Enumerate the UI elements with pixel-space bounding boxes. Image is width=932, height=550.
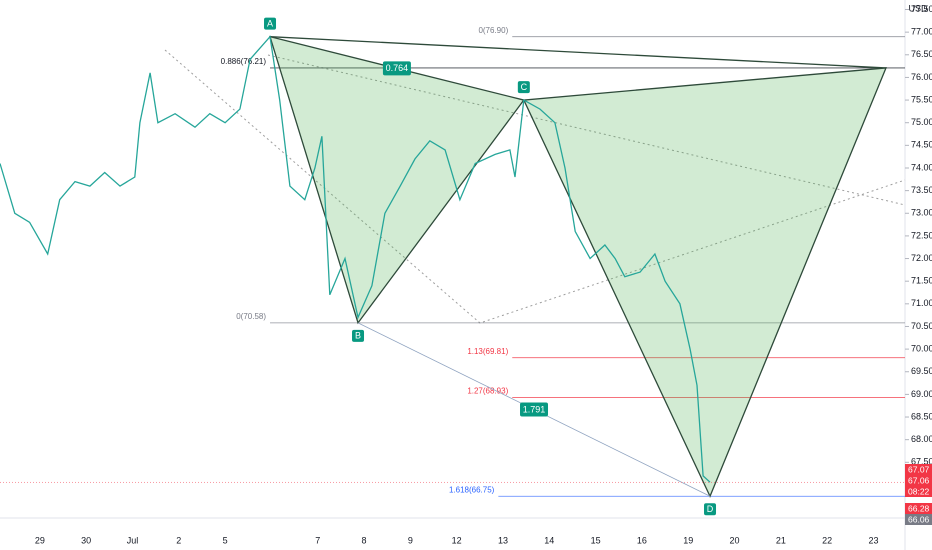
point-label-box (517, 81, 530, 94)
pattern-fill (522, 67, 888, 498)
point-label: C (521, 82, 528, 92)
y-tick-label: 71.50 (911, 276, 932, 286)
price-tag-label: 66.28 (908, 503, 930, 513)
y-tick-label: 76.50 (911, 49, 932, 59)
price-tag (905, 503, 932, 514)
fib-label: 0(70.58) (236, 312, 266, 321)
y-tick-label: 74.50 (911, 140, 932, 150)
y-tick-label: 72.00 (911, 253, 932, 263)
y-tick-label: 70.00 (911, 343, 932, 353)
y-tick-label: 75.00 (911, 117, 932, 127)
x-tick-label: 22 (822, 535, 832, 545)
price-tag (905, 475, 932, 486)
x-tick-label: 2 (176, 535, 181, 545)
price-tag-label: 08:22 (908, 486, 930, 496)
x-tick-label: 19 (683, 535, 693, 545)
point-label-box (264, 17, 277, 30)
x-tick-label: 16 (637, 535, 647, 545)
x-tick-label: 30 (81, 535, 91, 545)
x-tick-label: 12 (452, 535, 462, 545)
point-label-box (352, 329, 365, 342)
fib-label: 0.886(76.21) (221, 57, 267, 66)
y-tick-label: 73.50 (911, 185, 932, 195)
ratio-label: 1.791 (523, 404, 546, 414)
fib-label: 1.13(69.81) (467, 347, 508, 356)
point-label: B (355, 331, 361, 341)
x-tick-label: 13 (498, 535, 508, 545)
y-tick-label: 77.00 (911, 27, 932, 37)
fib-label: 0(76.90) (478, 26, 508, 35)
ratio-box (382, 61, 411, 76)
y-tick-label: 72.50 (911, 230, 932, 240)
x-tick-label: 14 (544, 535, 554, 545)
y-tick-label: 67.50 (911, 457, 932, 467)
dotted-guide (267, 54, 906, 206)
y-tick-label: 73.00 (911, 208, 932, 218)
x-tick-label: 20 (730, 535, 740, 545)
x-tick-label: 29 (35, 535, 45, 545)
price-line (0, 35, 711, 483)
x-tick-label: 15 (591, 535, 601, 545)
price-tag (905, 486, 932, 497)
ratio-box (520, 402, 549, 417)
point-label: D (707, 504, 714, 514)
ab-extension (269, 36, 887, 69)
y-tick-label: 76.00 (911, 72, 932, 82)
price-tag-label: 66.06 (908, 514, 930, 524)
y-tick-label: 70.50 (911, 321, 932, 331)
x-tick-label: 21 (776, 535, 786, 545)
y-tick-label: 69.00 (911, 389, 932, 399)
x-tick-label: 9 (408, 535, 413, 545)
price-tag-label: 67.07 (908, 464, 930, 474)
y-tick-label: 77.50 (911, 4, 932, 14)
point-label-box (704, 503, 717, 516)
y-tick-label: 68.50 (911, 411, 932, 421)
x-tick-label: 23 (868, 535, 878, 545)
y-tick-label: 75.50 (911, 94, 932, 104)
price-tag-label: 67.06 (908, 475, 930, 485)
currency: USD (908, 3, 928, 13)
fib-label: 1.27(68.93) (467, 387, 508, 396)
point-label: A (267, 19, 273, 29)
y-tick-label: 74.00 (911, 162, 932, 172)
x-tick-label: 8 (362, 535, 367, 545)
x-tick-label: Jul (127, 535, 139, 545)
y-tick-label: 68.00 (911, 434, 932, 444)
y-tick-label: 69.50 (911, 366, 932, 376)
ratio-label: 0.764 (386, 63, 409, 73)
price-tag (905, 464, 932, 475)
x-tick-label: 5 (223, 535, 228, 545)
fib-label: 1.618(66.75) (449, 485, 495, 494)
x-tick-label: 7 (315, 535, 320, 545)
y-tick-label: 71.00 (911, 298, 932, 308)
price-tag (905, 514, 932, 525)
